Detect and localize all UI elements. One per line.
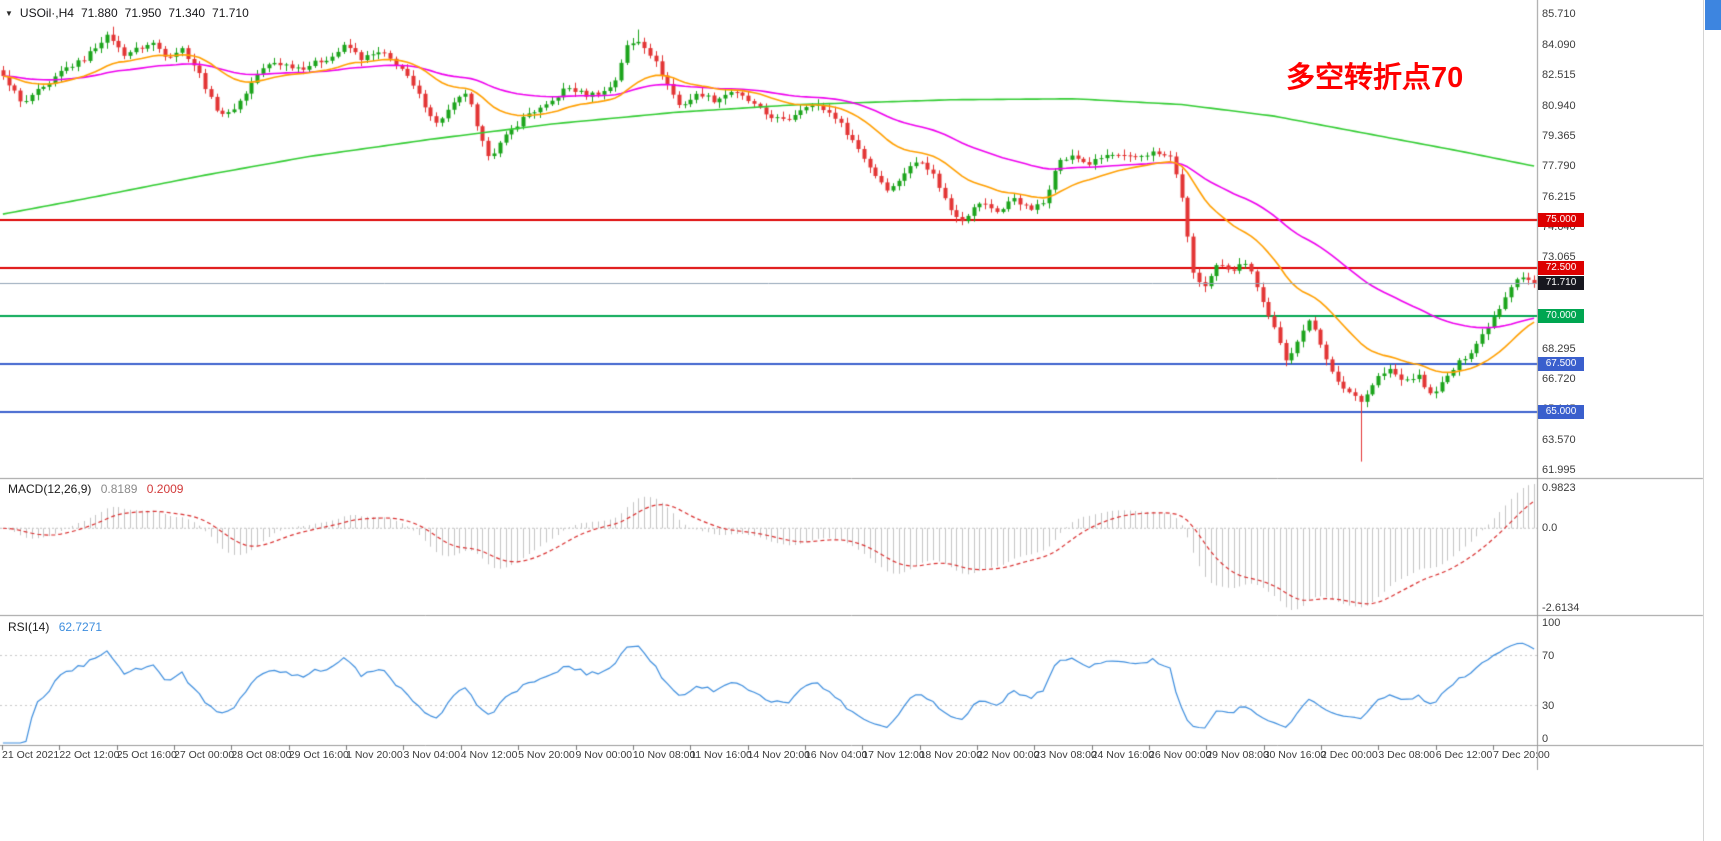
- collapse-chart-icon[interactable]: ▼: [5, 8, 13, 18]
- rsi-name: RSI(14): [8, 620, 50, 634]
- macd-name: MACD(12,26,9): [8, 482, 92, 496]
- ohlc-high: 71.950: [124, 6, 162, 20]
- macd-main-value: 0.8189: [100, 482, 138, 496]
- rsi-indicator-label: RSI(14) 62.7271: [8, 620, 108, 634]
- macd-signal-value: 0.2009: [146, 482, 184, 496]
- symbol-label: USOil·,H4: [19, 6, 74, 20]
- rsi-current-value: 62.7271: [58, 620, 103, 634]
- ohlc-open: 71.880: [80, 6, 118, 20]
- ohlc-close: 71.710: [212, 6, 249, 20]
- vertical-scrollbar[interactable]: [1703, 0, 1721, 841]
- annotation-text: 多空转折点70: [1286, 62, 1464, 94]
- ohlc-low: 71.340: [168, 6, 206, 20]
- macd-indicator-label: MACD(12,26,9) 0.8189 0.2009: [8, 482, 189, 496]
- symbol-ohlc-bar: ▼ USOil·,H4 71.880 71.950 71.340 71.710: [5, 6, 249, 20]
- scrollbar-thumb[interactable]: [1705, 0, 1721, 30]
